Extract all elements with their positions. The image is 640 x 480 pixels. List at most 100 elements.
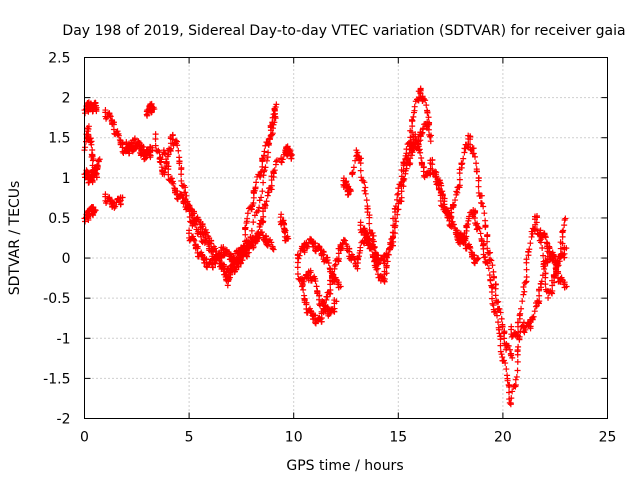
data-point xyxy=(464,221,471,228)
data-point xyxy=(482,224,489,231)
data-point xyxy=(438,182,445,189)
data-point xyxy=(278,159,285,166)
data-point xyxy=(265,241,272,248)
data-point xyxy=(508,333,515,340)
data-point xyxy=(333,298,340,305)
data-point xyxy=(262,202,269,209)
data-point xyxy=(210,249,217,256)
data-point xyxy=(487,277,494,284)
data-point xyxy=(408,129,415,136)
data-point xyxy=(91,208,98,215)
data-points xyxy=(81,85,570,408)
data-point xyxy=(475,183,482,190)
data-point xyxy=(401,175,408,182)
data-point xyxy=(93,104,100,111)
data-point xyxy=(392,222,399,229)
data-point xyxy=(338,245,345,252)
data-point xyxy=(433,181,440,188)
series-track-u xyxy=(403,131,528,408)
data-point xyxy=(539,244,546,251)
data-point xyxy=(494,312,501,319)
data-point xyxy=(370,238,377,245)
data-point xyxy=(337,246,344,253)
data-point xyxy=(478,200,485,207)
data-point xyxy=(423,102,430,109)
data-point xyxy=(383,254,390,261)
data-point xyxy=(398,188,405,195)
x-tick-label: 25 xyxy=(599,430,617,446)
data-point xyxy=(504,377,511,384)
data-point xyxy=(453,188,460,195)
data-point xyxy=(523,256,530,263)
data-point xyxy=(323,293,330,300)
data-point xyxy=(555,262,562,269)
data-point xyxy=(191,237,198,244)
data-point xyxy=(82,110,89,117)
data-point xyxy=(112,203,119,210)
data-point xyxy=(242,231,249,238)
data-point xyxy=(427,138,434,145)
data-point xyxy=(417,149,424,156)
data-point xyxy=(526,246,533,253)
data-point xyxy=(337,283,344,290)
data-point xyxy=(182,189,189,196)
data-point xyxy=(256,204,263,211)
data-point xyxy=(502,360,509,367)
data-point xyxy=(135,139,142,146)
data-point xyxy=(497,336,504,343)
data-point xyxy=(520,283,527,290)
data-point xyxy=(170,180,177,187)
axis-layer: 0 5 10 15 20 25 -2 -1.5 -1 -0.5 0 0.5 1 1.5 2 2.5 xyxy=(43,51,616,446)
data-point xyxy=(324,256,331,263)
data-point xyxy=(425,126,432,133)
data-point xyxy=(261,167,268,174)
data-point xyxy=(412,134,419,141)
data-point xyxy=(244,210,251,217)
data-point xyxy=(496,305,503,312)
data-point xyxy=(350,164,357,171)
data-point xyxy=(395,190,402,197)
data-point xyxy=(257,169,264,176)
data-point xyxy=(561,216,568,223)
data-point xyxy=(467,136,474,143)
data-point xyxy=(85,106,92,113)
data-point xyxy=(394,196,401,203)
data-point xyxy=(527,240,534,247)
data-point xyxy=(463,224,470,231)
series-track-z xyxy=(537,227,570,270)
data-point xyxy=(300,278,307,285)
data-point xyxy=(227,270,234,277)
data-point xyxy=(307,308,314,315)
data-point xyxy=(456,182,463,189)
data-point xyxy=(484,238,491,245)
data-point xyxy=(356,249,363,256)
data-point xyxy=(270,170,277,177)
data-point xyxy=(373,266,380,273)
data-point xyxy=(540,252,547,259)
data-point xyxy=(374,265,381,272)
data-point xyxy=(509,388,516,395)
data-point xyxy=(349,169,356,176)
data-point xyxy=(471,215,478,222)
data-point xyxy=(541,231,548,238)
data-point xyxy=(386,245,393,252)
data-point xyxy=(144,110,151,117)
data-point xyxy=(559,240,566,247)
data-point xyxy=(402,167,409,174)
data-point xyxy=(384,258,391,265)
data-point xyxy=(327,287,334,294)
data-point xyxy=(512,381,519,388)
data-point xyxy=(313,283,320,290)
data-point xyxy=(259,163,266,170)
data-point xyxy=(522,326,529,333)
data-point xyxy=(495,298,502,305)
data-point xyxy=(230,254,237,261)
data-point xyxy=(204,229,211,236)
series-track-n xyxy=(277,211,292,244)
data-point xyxy=(550,253,557,260)
data-point xyxy=(253,179,260,186)
data-point xyxy=(410,113,417,120)
data-point xyxy=(511,382,518,389)
data-point xyxy=(371,244,378,251)
